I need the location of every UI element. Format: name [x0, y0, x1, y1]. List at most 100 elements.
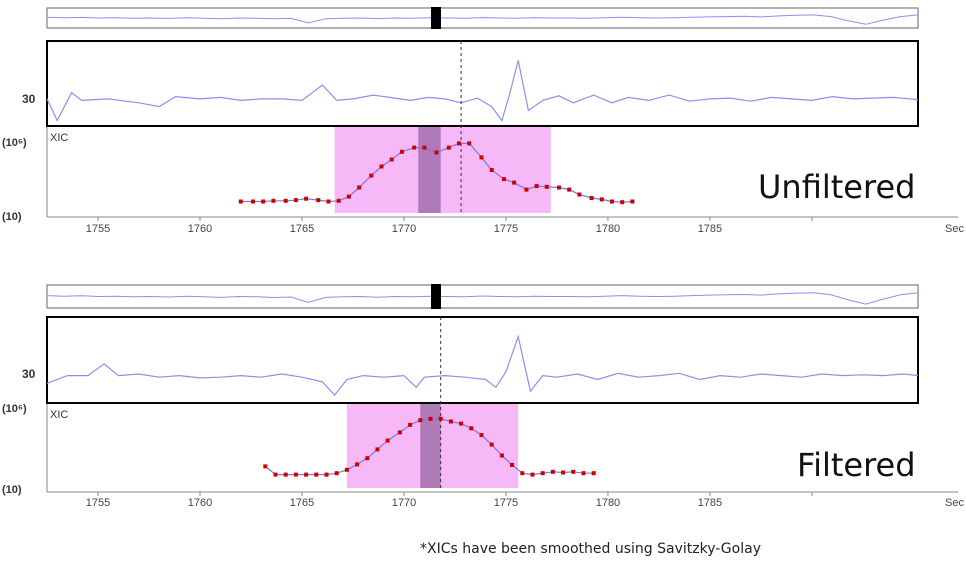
- xic-point: [399, 149, 404, 154]
- trace-scale-label: 30: [22, 367, 36, 381]
- x-tick-label: 1765: [290, 223, 314, 235]
- xic-point: [324, 472, 329, 477]
- xic-point: [512, 180, 517, 185]
- xic-point: [448, 419, 453, 424]
- xic-point: [544, 184, 549, 189]
- xic-point: [428, 416, 433, 421]
- xic-point: [581, 471, 586, 476]
- x-tick-label: 1760: [188, 497, 212, 509]
- detail-frame: [46, 316, 919, 404]
- xic-point: [304, 472, 309, 477]
- xic-point: [489, 168, 494, 172]
- y-axis-top-label: (10⁶): [2, 137, 27, 149]
- x-tick-label: 1755: [86, 223, 110, 235]
- xic-point: [326, 199, 331, 204]
- xic-point: [510, 463, 515, 467]
- xic-point: [261, 199, 266, 204]
- xic-point: [418, 418, 423, 423]
- xic-point: [557, 185, 561, 190]
- xic-point: [459, 421, 464, 426]
- xic-point: [571, 469, 576, 474]
- x-axis-title: Sec: [945, 497, 964, 509]
- detail-trace: [46, 334, 919, 397]
- panel-title: Filtered: [797, 446, 916, 484]
- xic-point: [589, 196, 594, 200]
- xic-point: [412, 145, 417, 150]
- xic-point: [434, 150, 439, 155]
- xic-point: [591, 471, 596, 476]
- y-axis-bottom-label: (10): [2, 484, 22, 496]
- apex-band: [418, 127, 441, 213]
- xic-point: [304, 196, 309, 201]
- xic-point: [389, 157, 394, 162]
- x-axis-title: Sec: [945, 223, 964, 235]
- xic-point: [577, 192, 582, 197]
- xic-point: [251, 199, 255, 204]
- xic-point: [293, 198, 298, 203]
- xic-point: [283, 198, 288, 203]
- xic-point: [479, 433, 484, 438]
- x-tick-label: 1770: [392, 223, 416, 235]
- footnote: *XICs have been smoothed using Savitzky-…: [420, 541, 761, 557]
- x-tick-label: 1770: [392, 497, 416, 509]
- x-tick-label: 1775: [494, 497, 518, 509]
- x-tick-label: 1760: [188, 223, 212, 235]
- xic-point: [293, 472, 298, 477]
- xic-point: [355, 462, 360, 467]
- xic-point: [599, 197, 604, 202]
- xic-point: [408, 422, 413, 427]
- detail-frame: [46, 40, 919, 127]
- xic-point: [550, 469, 555, 474]
- xic-point: [457, 141, 461, 146]
- xic-point: [438, 416, 443, 421]
- xic-point: [375, 447, 380, 452]
- x-tick-label: 1755: [86, 497, 110, 509]
- chromatogram-panel-unfiltered: 30 XIC (10⁶) (10) 1755 1760 1765 1770 1775 1780 17…: [2, 7, 964, 235]
- xic-point: [469, 426, 474, 431]
- xic-point: [369, 173, 374, 178]
- xic-point: [520, 471, 525, 476]
- xic-point: [446, 145, 451, 150]
- xic-point: [314, 472, 319, 477]
- xic-label: XIC: [50, 132, 68, 144]
- xic-point: [567, 187, 572, 192]
- x-tick-label: 1775: [494, 223, 518, 235]
- x-tick-label: 1765: [290, 497, 314, 509]
- xic-point: [561, 470, 566, 475]
- integration-window: [334, 127, 551, 213]
- xic-point: [540, 471, 545, 476]
- overview-position-thumb: [431, 7, 441, 29]
- xic-point: [397, 430, 402, 435]
- xic-point: [344, 467, 349, 472]
- xic-point: [316, 198, 321, 203]
- xic-point: [501, 177, 506, 182]
- overview-trace: [46, 292, 919, 305]
- xic-point: [499, 453, 504, 458]
- xic-label: XIC: [50, 409, 68, 421]
- x-tick-label: 1780: [596, 223, 620, 235]
- xic-point: [238, 199, 243, 204]
- y-axis-top-label: (10⁶): [2, 403, 27, 415]
- trace-scale-label: 30: [22, 92, 36, 106]
- y-axis-bottom-label: (10): [2, 211, 22, 223]
- chromatogram-panel-filtered: 30 XIC (10⁶) (10) 1755 1760 1765 1770 1775 1780 17…: [2, 284, 964, 509]
- overview-trace: [46, 14, 919, 25]
- xic-point: [630, 199, 635, 204]
- xic-point: [524, 187, 529, 192]
- xic-point: [530, 472, 535, 477]
- xic-point: [534, 184, 539, 189]
- detail-trace: [46, 60, 919, 122]
- overview-position-thumb: [431, 284, 441, 309]
- x-tick-label: 1785: [698, 223, 722, 235]
- xic-point: [479, 155, 484, 160]
- xic-point: [422, 145, 427, 150]
- xic-point: [336, 198, 341, 203]
- xic-point: [334, 471, 339, 476]
- x-tick-label: 1780: [596, 497, 620, 509]
- xic-point: [283, 472, 288, 477]
- xic-point: [385, 438, 390, 443]
- apex-band: [420, 404, 441, 488]
- x-tick-label: 1785: [698, 497, 722, 509]
- xic-point: [620, 200, 625, 205]
